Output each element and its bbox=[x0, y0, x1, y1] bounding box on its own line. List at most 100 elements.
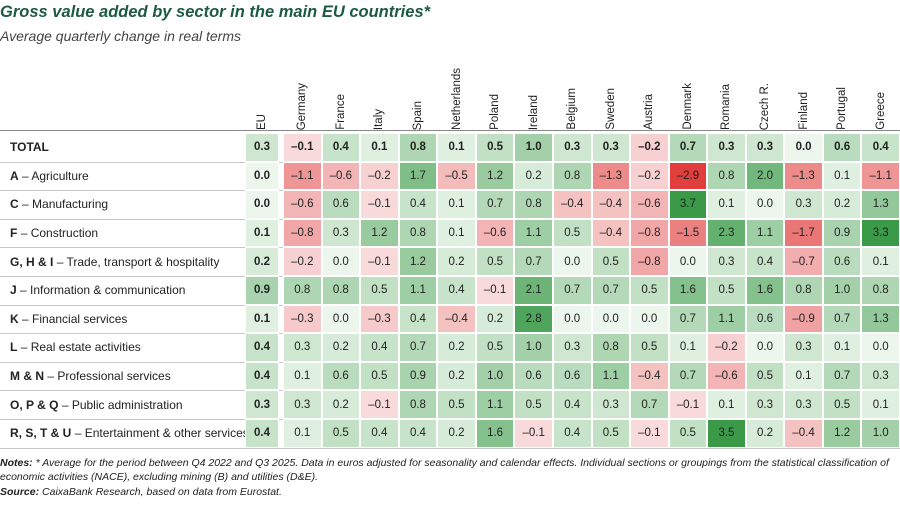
cell: –0.5 bbox=[437, 161, 476, 191]
row-label: R, S, T & U – Entertainment & other serv… bbox=[10, 419, 249, 448]
cell: 0.4 bbox=[552, 419, 592, 448]
cell: 0.3 bbox=[283, 333, 322, 362]
row-code: M & N bbox=[10, 369, 44, 384]
row-name: – Trade, transport & hospitality bbox=[56, 254, 220, 269]
column-header: Denmark bbox=[669, 60, 708, 130]
cell: 0.0 bbox=[245, 190, 279, 219]
cell: –0.4 bbox=[552, 190, 592, 219]
cell: 0.3 bbox=[707, 247, 746, 276]
cell: 0.3 bbox=[784, 190, 823, 219]
cell: 0.3 bbox=[745, 133, 785, 162]
cell: 0.6 bbox=[745, 304, 785, 334]
cell: 0.4 bbox=[398, 419, 438, 448]
cell: 3.3 bbox=[861, 218, 900, 248]
cell: 0.4 bbox=[360, 419, 399, 448]
cell: –0.1 bbox=[668, 390, 708, 419]
column-header: Ireland bbox=[514, 60, 553, 130]
cell: 0.5 bbox=[437, 390, 476, 419]
column-label: France bbox=[334, 94, 347, 130]
cell: 1.1 bbox=[514, 218, 553, 248]
column-label: Austria bbox=[643, 94, 656, 130]
cell: 0.2 bbox=[822, 190, 862, 219]
row-name: – Agriculture bbox=[22, 168, 89, 183]
row-code: A bbox=[10, 168, 19, 183]
cell: –0.4 bbox=[784, 419, 823, 448]
row-label: M & N – Professional services bbox=[10, 362, 171, 391]
cell: 0.7 bbox=[514, 247, 553, 276]
row-label: L – Real estate activities bbox=[10, 333, 141, 362]
cell: –0.7 bbox=[784, 247, 823, 276]
cell: 0.1 bbox=[707, 190, 746, 219]
cell: 2.8 bbox=[514, 304, 553, 334]
cell: 0.1 bbox=[437, 190, 476, 219]
cell: –0.8 bbox=[283, 218, 322, 248]
column-label: Spain bbox=[411, 100, 424, 130]
cell: –0.1 bbox=[360, 247, 399, 276]
cell: 0.6 bbox=[321, 361, 361, 391]
column-label: Netherlands bbox=[450, 67, 463, 130]
cell: 0.5 bbox=[630, 276, 669, 305]
cell: 1.2 bbox=[475, 161, 515, 191]
column-header: Romania bbox=[707, 60, 746, 130]
column-header: Sweden bbox=[592, 60, 631, 130]
cell: 0.4 bbox=[245, 361, 279, 391]
cell: –0.1 bbox=[475, 276, 515, 305]
column-header: Spain bbox=[399, 60, 438, 130]
row-name: – Real estate activities bbox=[20, 340, 141, 355]
cell: –1.5 bbox=[668, 218, 708, 248]
cell: –0.1 bbox=[360, 390, 399, 419]
cell: 0.5 bbox=[360, 361, 399, 391]
cell: 0.5 bbox=[822, 390, 862, 419]
cell: –0.2 bbox=[360, 161, 399, 191]
row-label: J – Information & communication bbox=[10, 276, 185, 305]
cell: 1.1 bbox=[475, 390, 515, 419]
cell: –0.2 bbox=[707, 333, 746, 362]
row-name: – Entertainment & other services bbox=[74, 426, 249, 441]
cell: –0.6 bbox=[321, 161, 361, 191]
cell: 0.0 bbox=[321, 304, 361, 334]
column-label: Italy bbox=[373, 108, 386, 130]
column-label: Poland bbox=[489, 94, 502, 130]
row-name: – Public administration bbox=[61, 397, 183, 412]
cell: 0.0 bbox=[552, 247, 592, 276]
source: Source: CaixaBank Research, based on dat… bbox=[0, 486, 282, 498]
row-code: R, S, T & U bbox=[10, 426, 72, 441]
cell: 3.5 bbox=[707, 419, 746, 448]
notes-text: * Average for the period between Q4 2022… bbox=[0, 457, 889, 483]
column-label: Denmark bbox=[681, 83, 694, 130]
cell: –1.3 bbox=[591, 161, 631, 191]
cell: 2.0 bbox=[745, 161, 785, 191]
cell: 1.2 bbox=[398, 247, 438, 276]
cell: 0.2 bbox=[245, 247, 279, 276]
column-header: Poland bbox=[476, 60, 515, 130]
cell: –0.2 bbox=[283, 247, 322, 276]
row-name: – Professional services bbox=[47, 369, 171, 384]
cell: 0.1 bbox=[822, 161, 862, 191]
cell: 0.1 bbox=[861, 247, 900, 276]
cell: –0.4 bbox=[630, 361, 669, 391]
cell: 0.6 bbox=[514, 361, 553, 391]
cell: –0.4 bbox=[591, 190, 631, 219]
cell: 0.3 bbox=[245, 133, 279, 162]
column-header: Austria bbox=[630, 60, 669, 130]
cell: 0.5 bbox=[475, 247, 515, 276]
cell: 0.8 bbox=[398, 390, 438, 419]
cell: 0.1 bbox=[245, 218, 279, 248]
cell: 0.4 bbox=[552, 390, 592, 419]
cell: 0.1 bbox=[861, 390, 900, 419]
cell: 0.0 bbox=[861, 333, 900, 362]
cell: –1.3 bbox=[784, 161, 823, 191]
cell: –1.1 bbox=[861, 161, 900, 191]
cell: 0.3 bbox=[283, 390, 322, 419]
cell: 1.2 bbox=[360, 218, 399, 248]
row-label: K – Financial services bbox=[10, 305, 127, 334]
cell: 0.0 bbox=[630, 304, 669, 334]
cell: 1.0 bbox=[861, 419, 900, 448]
cell: 0.2 bbox=[437, 333, 476, 362]
cell: 0.1 bbox=[822, 333, 862, 362]
cell: 0.0 bbox=[745, 190, 785, 219]
cell: –0.3 bbox=[360, 304, 399, 334]
cell: –0.9 bbox=[784, 304, 823, 334]
row-code: F bbox=[10, 226, 18, 241]
cell: 0.4 bbox=[398, 304, 438, 334]
